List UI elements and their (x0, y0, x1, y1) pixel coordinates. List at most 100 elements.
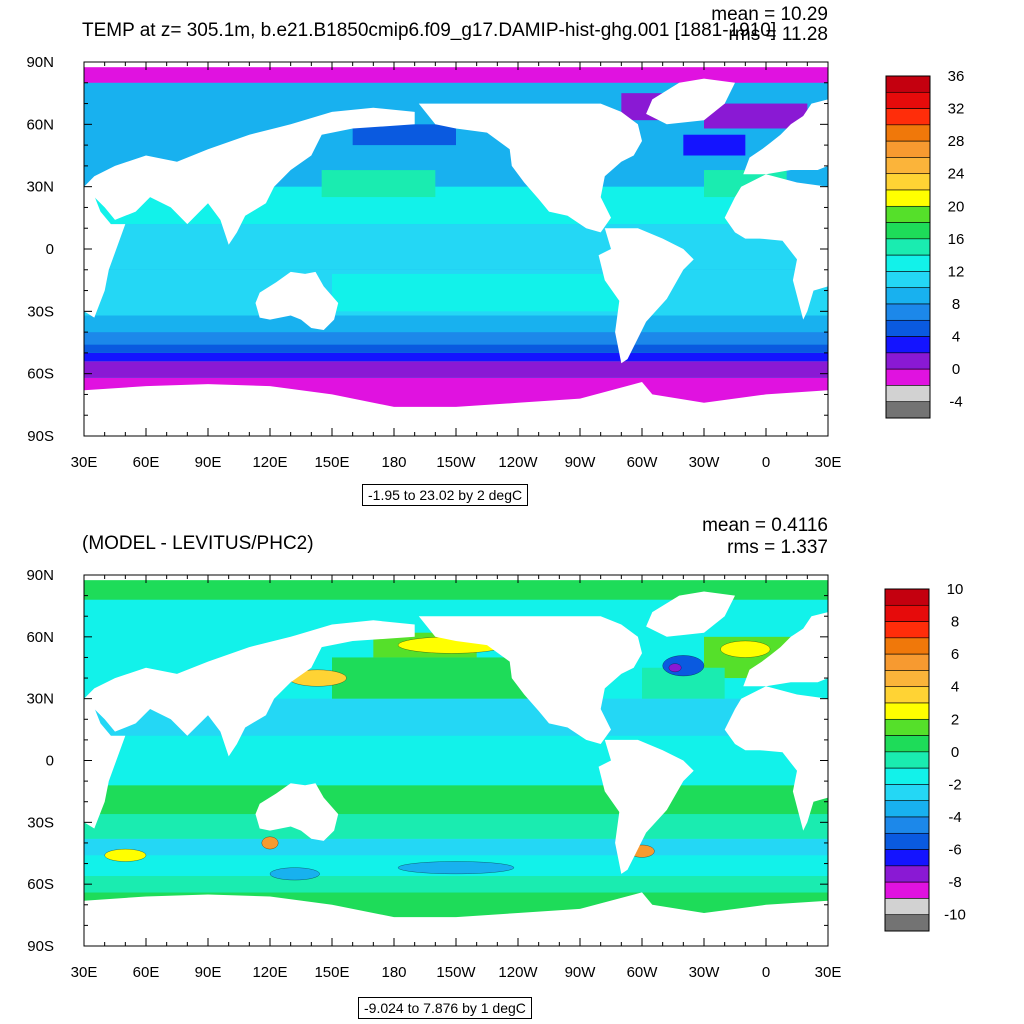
x-tick-label: 90E (195, 964, 222, 981)
x-tick-label: 180 (381, 964, 406, 981)
y-tick-label: 90S (27, 428, 54, 445)
land-mask (84, 698, 126, 829)
field-band (84, 735, 828, 786)
x-tick-label: 150W (436, 964, 476, 981)
colorbar-swatch (885, 189, 931, 207)
colorbar-label: 24 (948, 166, 965, 183)
colorbar-swatch (885, 254, 931, 272)
colorbar-swatch (884, 751, 930, 769)
colorbar-frame (884, 588, 930, 932)
colorbar-swatch (885, 173, 931, 191)
colorbar-swatch (884, 588, 930, 606)
colorbar-label: -4 (948, 809, 961, 826)
x-tick-label: 120W (498, 964, 538, 981)
field-band (84, 315, 828, 333)
colorbar-swatch (885, 75, 931, 93)
colorbar-frame (885, 75, 931, 419)
colorbar-label: -10 (944, 907, 966, 924)
x-tick-label: 30E (71, 964, 98, 981)
land-mask (84, 107, 415, 245)
y-tick-label: 30S (27, 303, 54, 320)
x-tick-label: 90E (195, 454, 222, 471)
y-tick-label: 60S (27, 876, 54, 893)
field-band (84, 352, 828, 362)
colorbar-swatch (885, 124, 931, 142)
colorbar-label: 20 (948, 198, 965, 215)
field-anomaly (397, 861, 515, 875)
field-band (84, 814, 828, 839)
land-mask (724, 174, 828, 320)
y-tick-label: 30N (26, 691, 54, 708)
x-tick-label: 150W (436, 454, 476, 471)
colorbar-label: -4 (949, 394, 962, 411)
colorbar-label: 0 (952, 361, 960, 378)
colorbar-swatch (885, 336, 931, 354)
x-tick-label: 150E (314, 454, 349, 471)
y-tick-label: 30S (27, 814, 54, 831)
contour-info: -9.024 to 7.876 by 1 degC (358, 997, 532, 1019)
land-mask (598, 739, 694, 874)
land-mask (255, 783, 339, 841)
field-anomaly (104, 848, 147, 862)
y-tick-label: 0 (46, 753, 54, 770)
colorbar-swatch (884, 865, 930, 883)
field-band (84, 361, 828, 378)
colorbar-swatch (884, 914, 930, 932)
x-tick-label: 120W (498, 454, 538, 471)
colorbar-swatch (884, 653, 930, 671)
colorbar-swatch (884, 800, 930, 818)
field-anomaly (668, 663, 682, 673)
colorbar-swatch (884, 637, 930, 655)
colorbar-swatch (884, 686, 930, 704)
colorbar-swatch (885, 157, 931, 175)
y-tick-label: 90N (26, 567, 54, 584)
colorbar-swatch (885, 140, 931, 158)
rms-stat: rms = 11.28 (728, 24, 828, 45)
mean-stat: mean = 10.29 (711, 4, 828, 25)
colorbar-swatch (885, 108, 931, 126)
colorbar-swatch (885, 352, 931, 370)
land-mask (743, 99, 828, 175)
colorbar-label: 4 (952, 329, 960, 346)
colorbar-label: 10 (947, 581, 964, 598)
land-mask (418, 103, 642, 233)
y-tick-label: 60S (27, 366, 54, 383)
field-layer (84, 575, 828, 946)
colorbar-label: -8 (948, 874, 961, 891)
colorbar-swatch (885, 271, 931, 289)
colorbar-label: 36 (948, 68, 965, 85)
x-tick-label: 0 (762, 964, 770, 981)
field-band (321, 170, 436, 198)
colorbar-swatch (885, 238, 931, 256)
colorbar-swatch (885, 287, 931, 305)
x-tick-label: 30W (689, 964, 721, 981)
colorbar-swatch (885, 401, 931, 419)
colorbar-swatch (884, 718, 930, 736)
field-anomaly (261, 836, 279, 850)
y-tick-label: 60N (26, 116, 54, 133)
land-mask (598, 228, 694, 364)
colorbar-swatch (884, 604, 930, 622)
colorbar-swatch (885, 368, 931, 386)
colorbar-label: 4 (951, 679, 959, 696)
land-mask (84, 186, 126, 318)
colorbar-label: 12 (948, 263, 965, 280)
colorbar-label: -2 (948, 776, 961, 793)
land-mask (743, 612, 828, 687)
x-tick-label: 120E (252, 964, 287, 981)
colorbar-swatch (884, 849, 930, 867)
colorbar-swatch (884, 670, 930, 688)
rms-stat: rms = 1.337 (727, 537, 828, 558)
x-tick-label: 60E (133, 964, 160, 981)
x-tick-label: 90W (565, 454, 597, 471)
colorbar-label: 6 (951, 646, 959, 663)
field-band (352, 124, 456, 146)
field-band (84, 838, 828, 856)
x-tick-label: 60W (627, 454, 659, 471)
x-tick-label: 60E (133, 454, 160, 471)
contour-info: -1.95 to 23.02 by 2 degC (362, 484, 529, 506)
chart-title: TEMP at z= 305.1m, b.e21.B1850cmip6.f09_… (82, 20, 777, 41)
colorbar-label: 2 (951, 711, 959, 728)
field-anomaly (662, 655, 705, 677)
colorbar-label: 8 (951, 614, 959, 631)
